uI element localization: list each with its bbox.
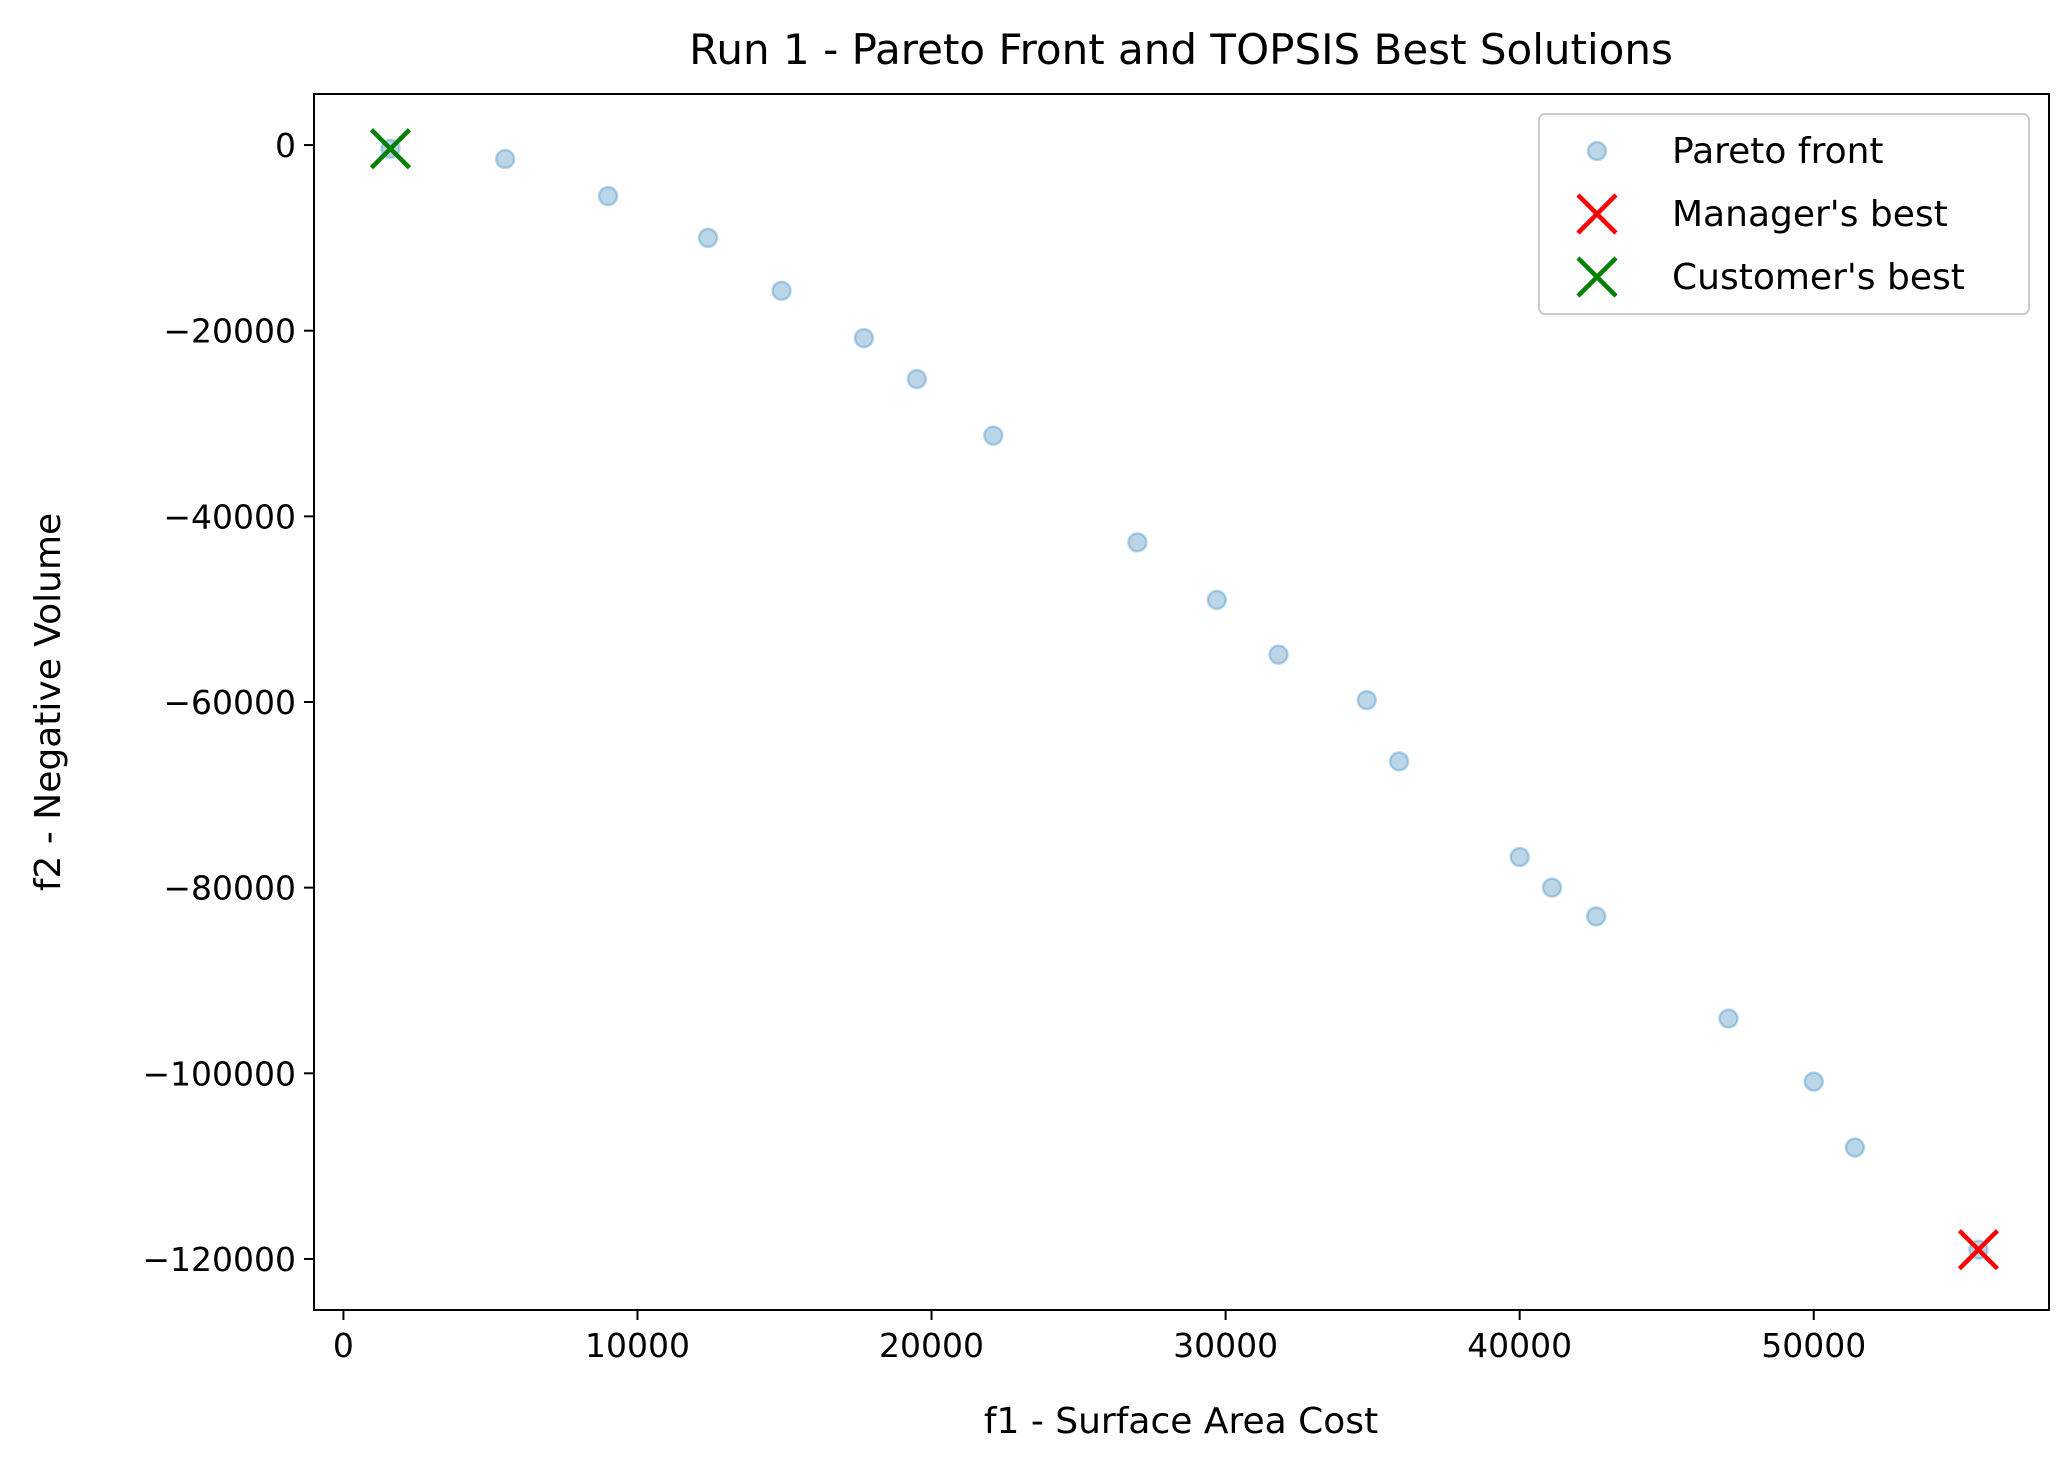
pareto-point	[1206, 589, 1228, 611]
y-tick-label: −100000	[142, 1054, 296, 1093]
pareto-point	[1388, 751, 1410, 772]
data-points	[369, 128, 2000, 1271]
pareto-point	[853, 327, 875, 349]
legend: Pareto front Manager's best Customer's bes…	[1538, 113, 2030, 315]
x-tick-label: 40000	[1467, 1326, 1572, 1365]
legend-item-pareto-front: Pareto front	[1586, 131, 1884, 172]
pareto-point	[771, 280, 792, 302]
pareto-point	[1268, 644, 1289, 665]
legend-label: Pareto front	[1672, 131, 1884, 172]
x-tick-label: 10000	[585, 1326, 690, 1365]
y-tick-label: −80000	[163, 869, 296, 908]
y-axis-ticks: 0 −20000 −40000 −60000 −80000 −100000 −120000	[142, 126, 314, 1279]
legend-marker-x	[1576, 256, 1618, 298]
pareto-point	[597, 185, 619, 207]
legend-item-managers-best: Manager's best	[1576, 193, 1948, 235]
pareto-point	[1718, 1008, 1739, 1029]
pareto-point	[1356, 689, 1378, 711]
pareto-point	[906, 368, 928, 390]
x-tick-label: 20000	[879, 1326, 984, 1365]
x-tick-label: 0	[333, 1326, 354, 1365]
pareto-point	[983, 425, 1004, 446]
legend-marker-circle	[1586, 140, 1608, 162]
legend-label: Customer's best	[1672, 257, 1965, 298]
legend-label: Manager's best	[1672, 194, 1948, 235]
y-axis-label: f2 - Negative Volume	[28, 513, 69, 891]
y-tick-label: −20000	[163, 312, 296, 351]
legend-frame	[1538, 113, 2030, 315]
x-tick-label: 30000	[1173, 1326, 1278, 1365]
customers-best-marker	[369, 128, 412, 170]
legend-marker-x	[1576, 193, 1618, 235]
pareto-point	[1844, 1137, 1866, 1158]
pareto-point	[494, 148, 516, 170]
pareto-point	[1541, 877, 1563, 898]
pareto-point	[1509, 846, 1530, 868]
x-tick-label: 50000	[1761, 1326, 1866, 1365]
x-axis-label: f1 - Surface Area Cost	[984, 1401, 1378, 1442]
x-axis-ticks: 0 10000 20000 30000 40000 50000	[333, 1310, 1866, 1365]
pareto-point	[1803, 1071, 1824, 1092]
y-tick-label: −120000	[142, 1240, 296, 1279]
y-tick-label: −40000	[163, 497, 296, 536]
legend-item-customers-best: Customer's best	[1576, 256, 1965, 298]
chart-title: Run 1 - Pareto Front and TOPSIS Best Sol…	[689, 25, 1673, 74]
pareto-point	[1585, 906, 1607, 927]
pareto-point	[1127, 532, 1148, 553]
managers-best-marker	[1957, 1229, 2000, 1271]
pareto-point	[697, 227, 719, 249]
y-tick-label: 0	[275, 126, 296, 165]
y-tick-label: −60000	[163, 683, 296, 722]
